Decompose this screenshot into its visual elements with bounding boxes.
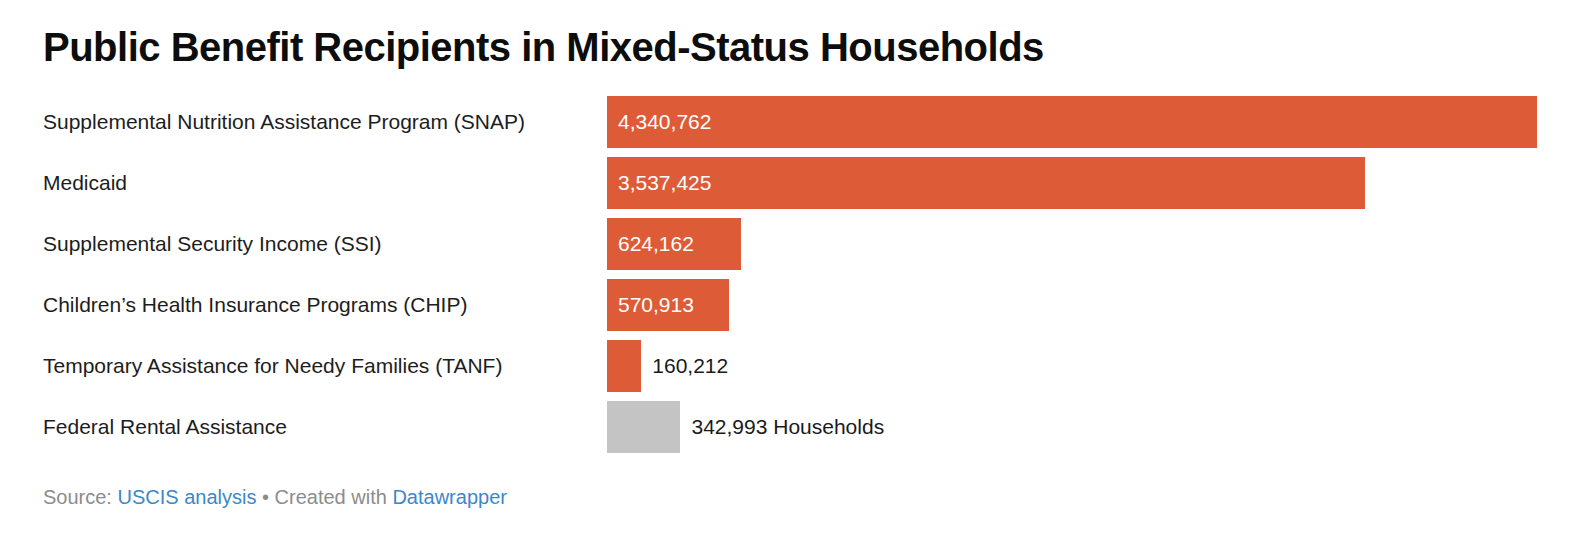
category-label: Medicaid — [43, 170, 607, 195]
bar-area: 342,993 Households — [607, 401, 1537, 453]
chart-title: Public Benefit Recipients in Mixed-Statu… — [43, 24, 1537, 70]
bar-area: 624,162 — [607, 218, 1537, 270]
category-label: Temporary Assistance for Needy Families … — [43, 353, 607, 378]
bar: 624,162 — [607, 218, 741, 270]
bar-area: 160,212 — [607, 340, 1537, 392]
bar-row: Medicaid3,537,425 — [43, 157, 1537, 209]
category-label: Supplemental Nutrition Assistance Progra… — [43, 109, 607, 134]
bar-row: Children’s Health Insurance Programs (CH… — [43, 279, 1537, 331]
source-prefix: Source: — [43, 486, 112, 508]
bar — [607, 340, 641, 392]
bar: 3,537,425 — [607, 157, 1365, 209]
category-label: Federal Rental Assistance — [43, 414, 607, 439]
source-link[interactable]: USCIS analysis — [118, 486, 257, 508]
datawrapper-link[interactable]: Datawrapper — [392, 486, 507, 508]
created-with-text: Created with — [275, 486, 387, 508]
value-label: 3,537,425 — [607, 171, 711, 195]
value-label: 570,913 — [607, 293, 694, 317]
bar-row: Federal Rental Assistance 342,993 Househo… — [43, 401, 1537, 453]
bar: 4,340,762 — [607, 96, 1537, 148]
bar-area: 3,537,425 — [607, 157, 1537, 209]
bar-area: 570,913 — [607, 279, 1537, 331]
bar-chart: Supplemental Nutrition Assistance Progra… — [43, 96, 1537, 453]
bar-row: Supplemental Nutrition Assistance Progra… — [43, 96, 1537, 148]
bar-row: Supplemental Security Income (SSI)624,16… — [43, 218, 1537, 270]
value-label: 4,340,762 — [607, 110, 711, 134]
footer-separator: • — [262, 486, 269, 508]
bar — [607, 401, 680, 453]
category-label: Supplemental Security Income (SSI) — [43, 231, 607, 256]
bar: 570,913 — [607, 279, 729, 331]
bar-area: 4,340,762 — [607, 96, 1537, 148]
chart-container: Public Benefit Recipients in Mixed-Statu… — [0, 0, 1590, 509]
bar-row: Temporary Assistance for Needy Families … — [43, 340, 1537, 392]
chart-footer: Source: USCIS analysis • Created with Da… — [43, 486, 1537, 509]
category-label: Children’s Health Insurance Programs (CH… — [43, 292, 607, 317]
value-label: 624,162 — [607, 232, 694, 256]
value-label: 160,212 — [652, 354, 728, 378]
value-label: 342,993 Households — [691, 415, 884, 439]
